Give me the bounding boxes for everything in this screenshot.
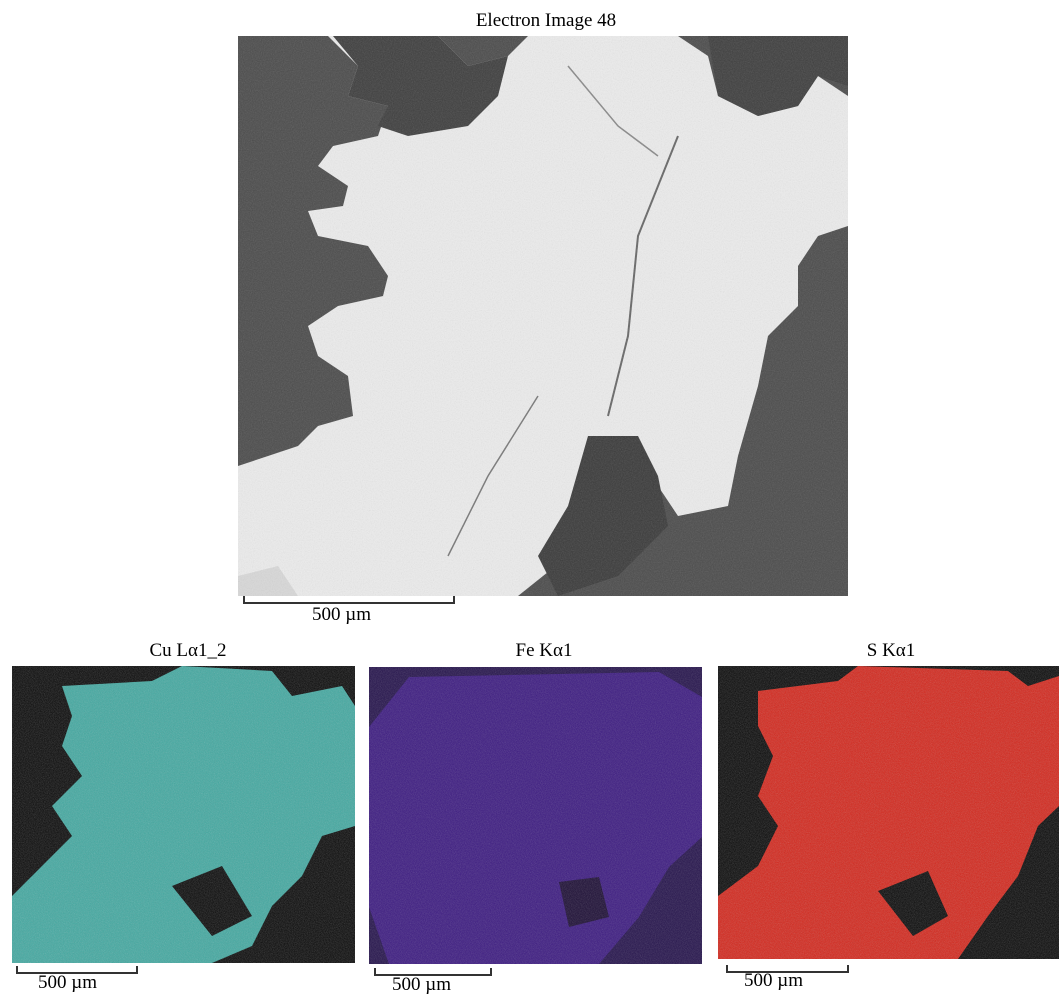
main-image-title: Electron Image 48 [475,10,617,31]
s-map [718,666,1059,959]
cu-scale-label: 500 µm [38,972,97,993]
fe-map [369,667,702,964]
cu-scale-bar [16,966,138,974]
s-scale-bar [726,965,849,973]
main-scale-bar [243,596,455,604]
cu-map-title: Cu Lα1_2 [149,640,227,661]
cu-map [12,666,355,963]
fe-scale-label: 500 µm [392,974,451,995]
fe-map-title: Fe Kα1 [515,640,573,661]
electron-image [238,36,848,596]
fe-scale-bar [374,968,492,976]
s-map-title: S Kα1 [866,640,916,661]
s-scale-label: 500 µm [744,970,803,991]
main-scale-label: 500 µm [312,604,371,625]
